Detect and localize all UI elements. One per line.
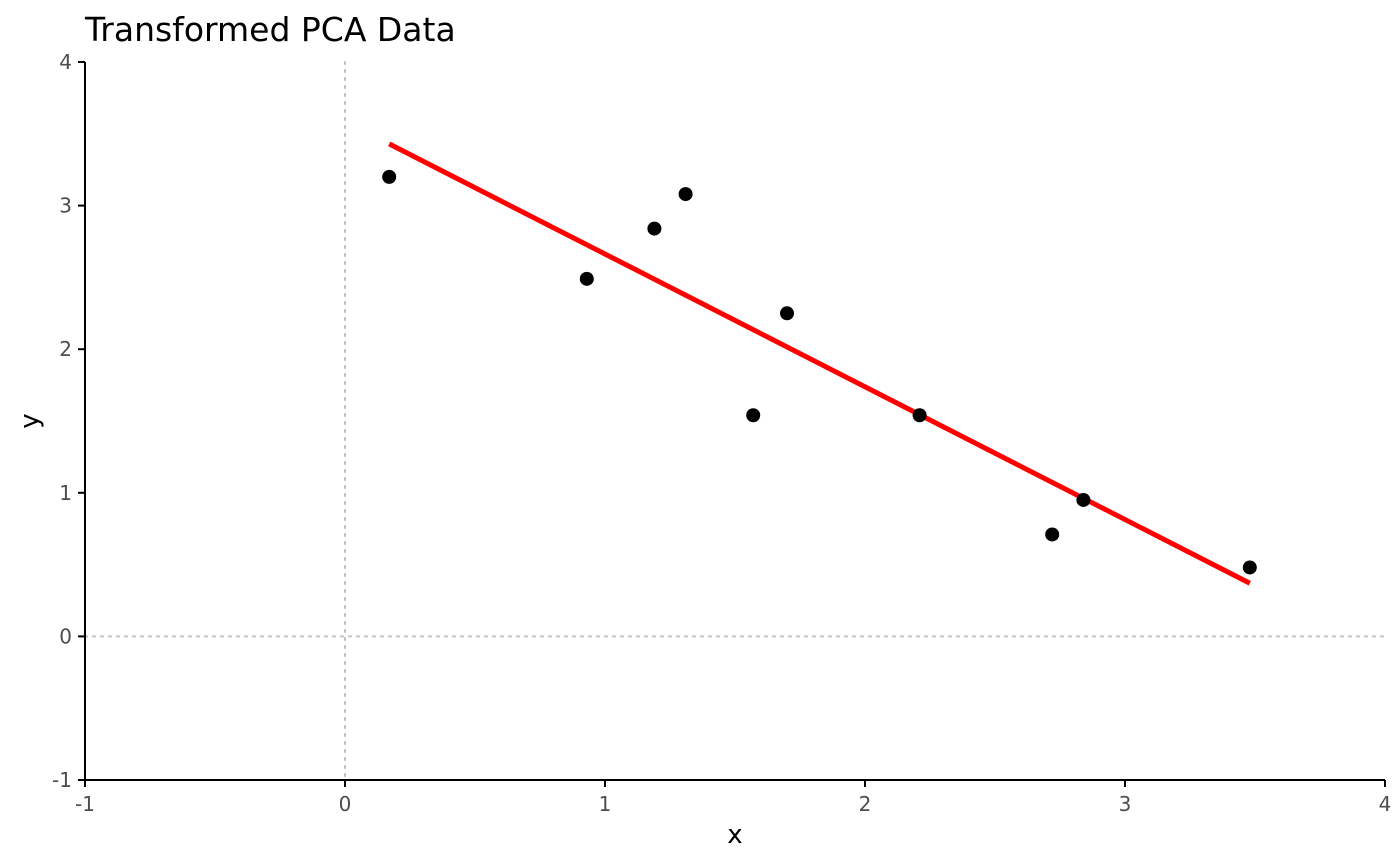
fit-line-group — [388, 141, 1251, 586]
data-point — [912, 408, 927, 423]
data-point — [647, 221, 662, 236]
y-tick-label: -1 — [52, 768, 72, 792]
reference-lines — [84, 61, 1386, 781]
y-axis-title: y — [15, 413, 45, 428]
data-point — [1242, 560, 1257, 575]
ticks: -1 0 1 2 3 4 -1 0 1 2 3 4 — [52, 50, 1391, 816]
data-point — [1076, 492, 1091, 507]
x-tick-label: 3 — [1119, 792, 1132, 816]
x-axis-title: x — [727, 820, 742, 850]
y-tick-label: 4 — [59, 50, 72, 74]
y-tick-label: 2 — [59, 337, 72, 361]
data-point — [780, 306, 794, 321]
x-tick-label: 0 — [339, 792, 352, 816]
x-tick-label: -1 — [75, 792, 95, 816]
y-tick-label: 3 — [59, 194, 72, 218]
data-point — [678, 187, 693, 202]
data-point — [579, 271, 594, 286]
data-point — [746, 408, 761, 423]
x-tick-label: 4 — [1379, 792, 1392, 816]
x-tick-label: 2 — [859, 792, 872, 816]
chart-title: Transformed PCA Data — [84, 10, 456, 49]
axes — [84, 62, 1385, 781]
y-tick-label: 1 — [59, 481, 72, 505]
data-points — [382, 169, 1257, 575]
y-tick-label: 0 — [59, 624, 72, 648]
data-point — [382, 169, 397, 184]
fit-line — [388, 141, 1251, 586]
x-tick-label: 1 — [599, 792, 612, 816]
data-point — [1045, 527, 1060, 542]
